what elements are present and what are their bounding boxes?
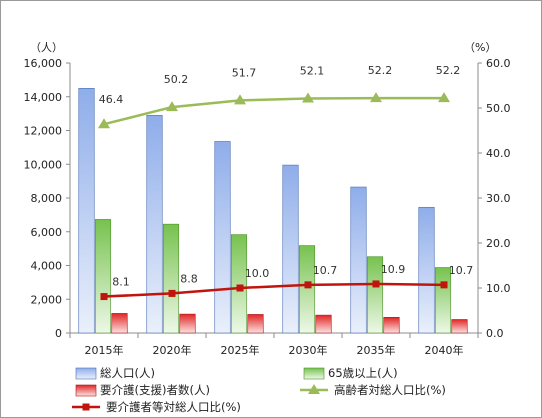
series-line xyxy=(103,96,444,126)
axes: 0 2,000 4,000 6,000 8,000 10,000 12,000 14,000 1… xyxy=(24,57,511,357)
legend-label: 総人口(人) xyxy=(100,366,155,380)
legend-label: 要介護(支援)者数(人) xyxy=(100,383,210,397)
legend-label: 65歳以上(人) xyxy=(328,366,398,380)
right-tick-label: 40.0 xyxy=(486,147,511,160)
bar xyxy=(162,223,180,334)
data-label: 10.9 xyxy=(381,263,406,276)
triangle-marker xyxy=(370,92,382,103)
bar xyxy=(315,314,332,334)
bar xyxy=(78,88,95,334)
legend-label: 高齢者対総人口比(%) xyxy=(334,383,446,397)
x-tick-label: 2015年 xyxy=(85,343,124,357)
bar xyxy=(214,141,231,334)
bar xyxy=(179,313,196,334)
data-label: 51.7 xyxy=(232,66,257,79)
bar xyxy=(366,256,384,334)
bar xyxy=(146,115,163,334)
data-label: 10.0 xyxy=(245,267,270,280)
bar xyxy=(418,206,435,334)
bar xyxy=(451,319,468,334)
x-tick-label: 2025年 xyxy=(221,343,260,357)
bar xyxy=(111,313,128,334)
data-label: 46.4 xyxy=(99,93,124,106)
bar xyxy=(434,267,452,334)
left-tick-label: 0 xyxy=(55,327,62,340)
bar xyxy=(383,317,400,334)
legend-swatch xyxy=(75,367,97,380)
right-axis-unit: （%） xyxy=(464,41,496,54)
square-marker xyxy=(236,284,244,292)
data-label: 8.8 xyxy=(180,272,198,285)
bar xyxy=(282,164,299,334)
left-axis-unit: （人） xyxy=(30,41,63,54)
legend-label: 要介護者等対総人口比(%) xyxy=(106,400,241,414)
bar xyxy=(350,186,367,334)
left-tick-label: 8,000 xyxy=(31,192,63,205)
data-label: 50.2 xyxy=(164,73,189,86)
bar xyxy=(230,234,248,334)
right-tick-label: 30.0 xyxy=(486,192,511,205)
left-tick-label: 2,000 xyxy=(31,293,63,306)
square-marker xyxy=(372,280,380,288)
right-tick-label: 0.0 xyxy=(486,327,504,340)
right-tick-label: 60.0 xyxy=(486,57,511,70)
bar xyxy=(94,219,112,334)
x-tick-label: 2020年 xyxy=(153,343,192,357)
left-tick-label: 4,000 xyxy=(31,260,63,273)
legend-square-marker xyxy=(82,403,90,411)
triangle-marker xyxy=(302,92,314,103)
legend-triangle-marker xyxy=(308,384,320,394)
series-line xyxy=(103,282,445,298)
lines-layer: 46.4 50.2 51.7 52.1 52.2 52.2 8.1 8.8 10.0 10.7 10… xyxy=(98,64,474,301)
triangle-marker xyxy=(438,92,450,103)
square-marker xyxy=(100,293,108,301)
data-label: 8.1 xyxy=(112,276,130,289)
triangle-marker xyxy=(98,118,110,129)
bars-layer xyxy=(78,88,468,334)
right-tick-label: 10.0 xyxy=(486,282,511,295)
square-marker xyxy=(440,281,448,289)
legend: 総人口(人) 65歳以上(人) 要介護(支援)者数(人) 高齢者対総人口比(%) 要介護… xyxy=(72,366,446,414)
left-tick-label: 14,000 xyxy=(24,91,63,104)
left-tick-label: 16,000 xyxy=(24,57,63,70)
legend-swatch xyxy=(75,384,97,397)
bar xyxy=(298,245,316,334)
right-tick-label: 20.0 xyxy=(486,237,511,250)
data-label: 10.7 xyxy=(313,264,338,277)
left-tick-label: 12,000 xyxy=(24,125,63,138)
right-tick-label: 50.0 xyxy=(486,102,511,115)
data-label: 52.2 xyxy=(436,64,461,77)
data-label: 10.7 xyxy=(449,264,474,277)
left-tick-label: 6,000 xyxy=(31,226,63,239)
triangle-marker xyxy=(166,101,178,112)
triangle-marker xyxy=(234,94,246,105)
x-tick-label: 2040年 xyxy=(425,343,464,357)
legend-swatch xyxy=(303,367,325,380)
bar xyxy=(247,314,264,334)
data-label: 52.1 xyxy=(300,65,325,78)
left-tick-label: 10,000 xyxy=(24,158,63,171)
square-marker xyxy=(168,289,176,297)
data-label: 52.2 xyxy=(368,64,393,77)
x-tick-label: 2030年 xyxy=(289,343,328,357)
square-marker xyxy=(304,281,312,289)
x-tick-label: 2035年 xyxy=(357,343,396,357)
